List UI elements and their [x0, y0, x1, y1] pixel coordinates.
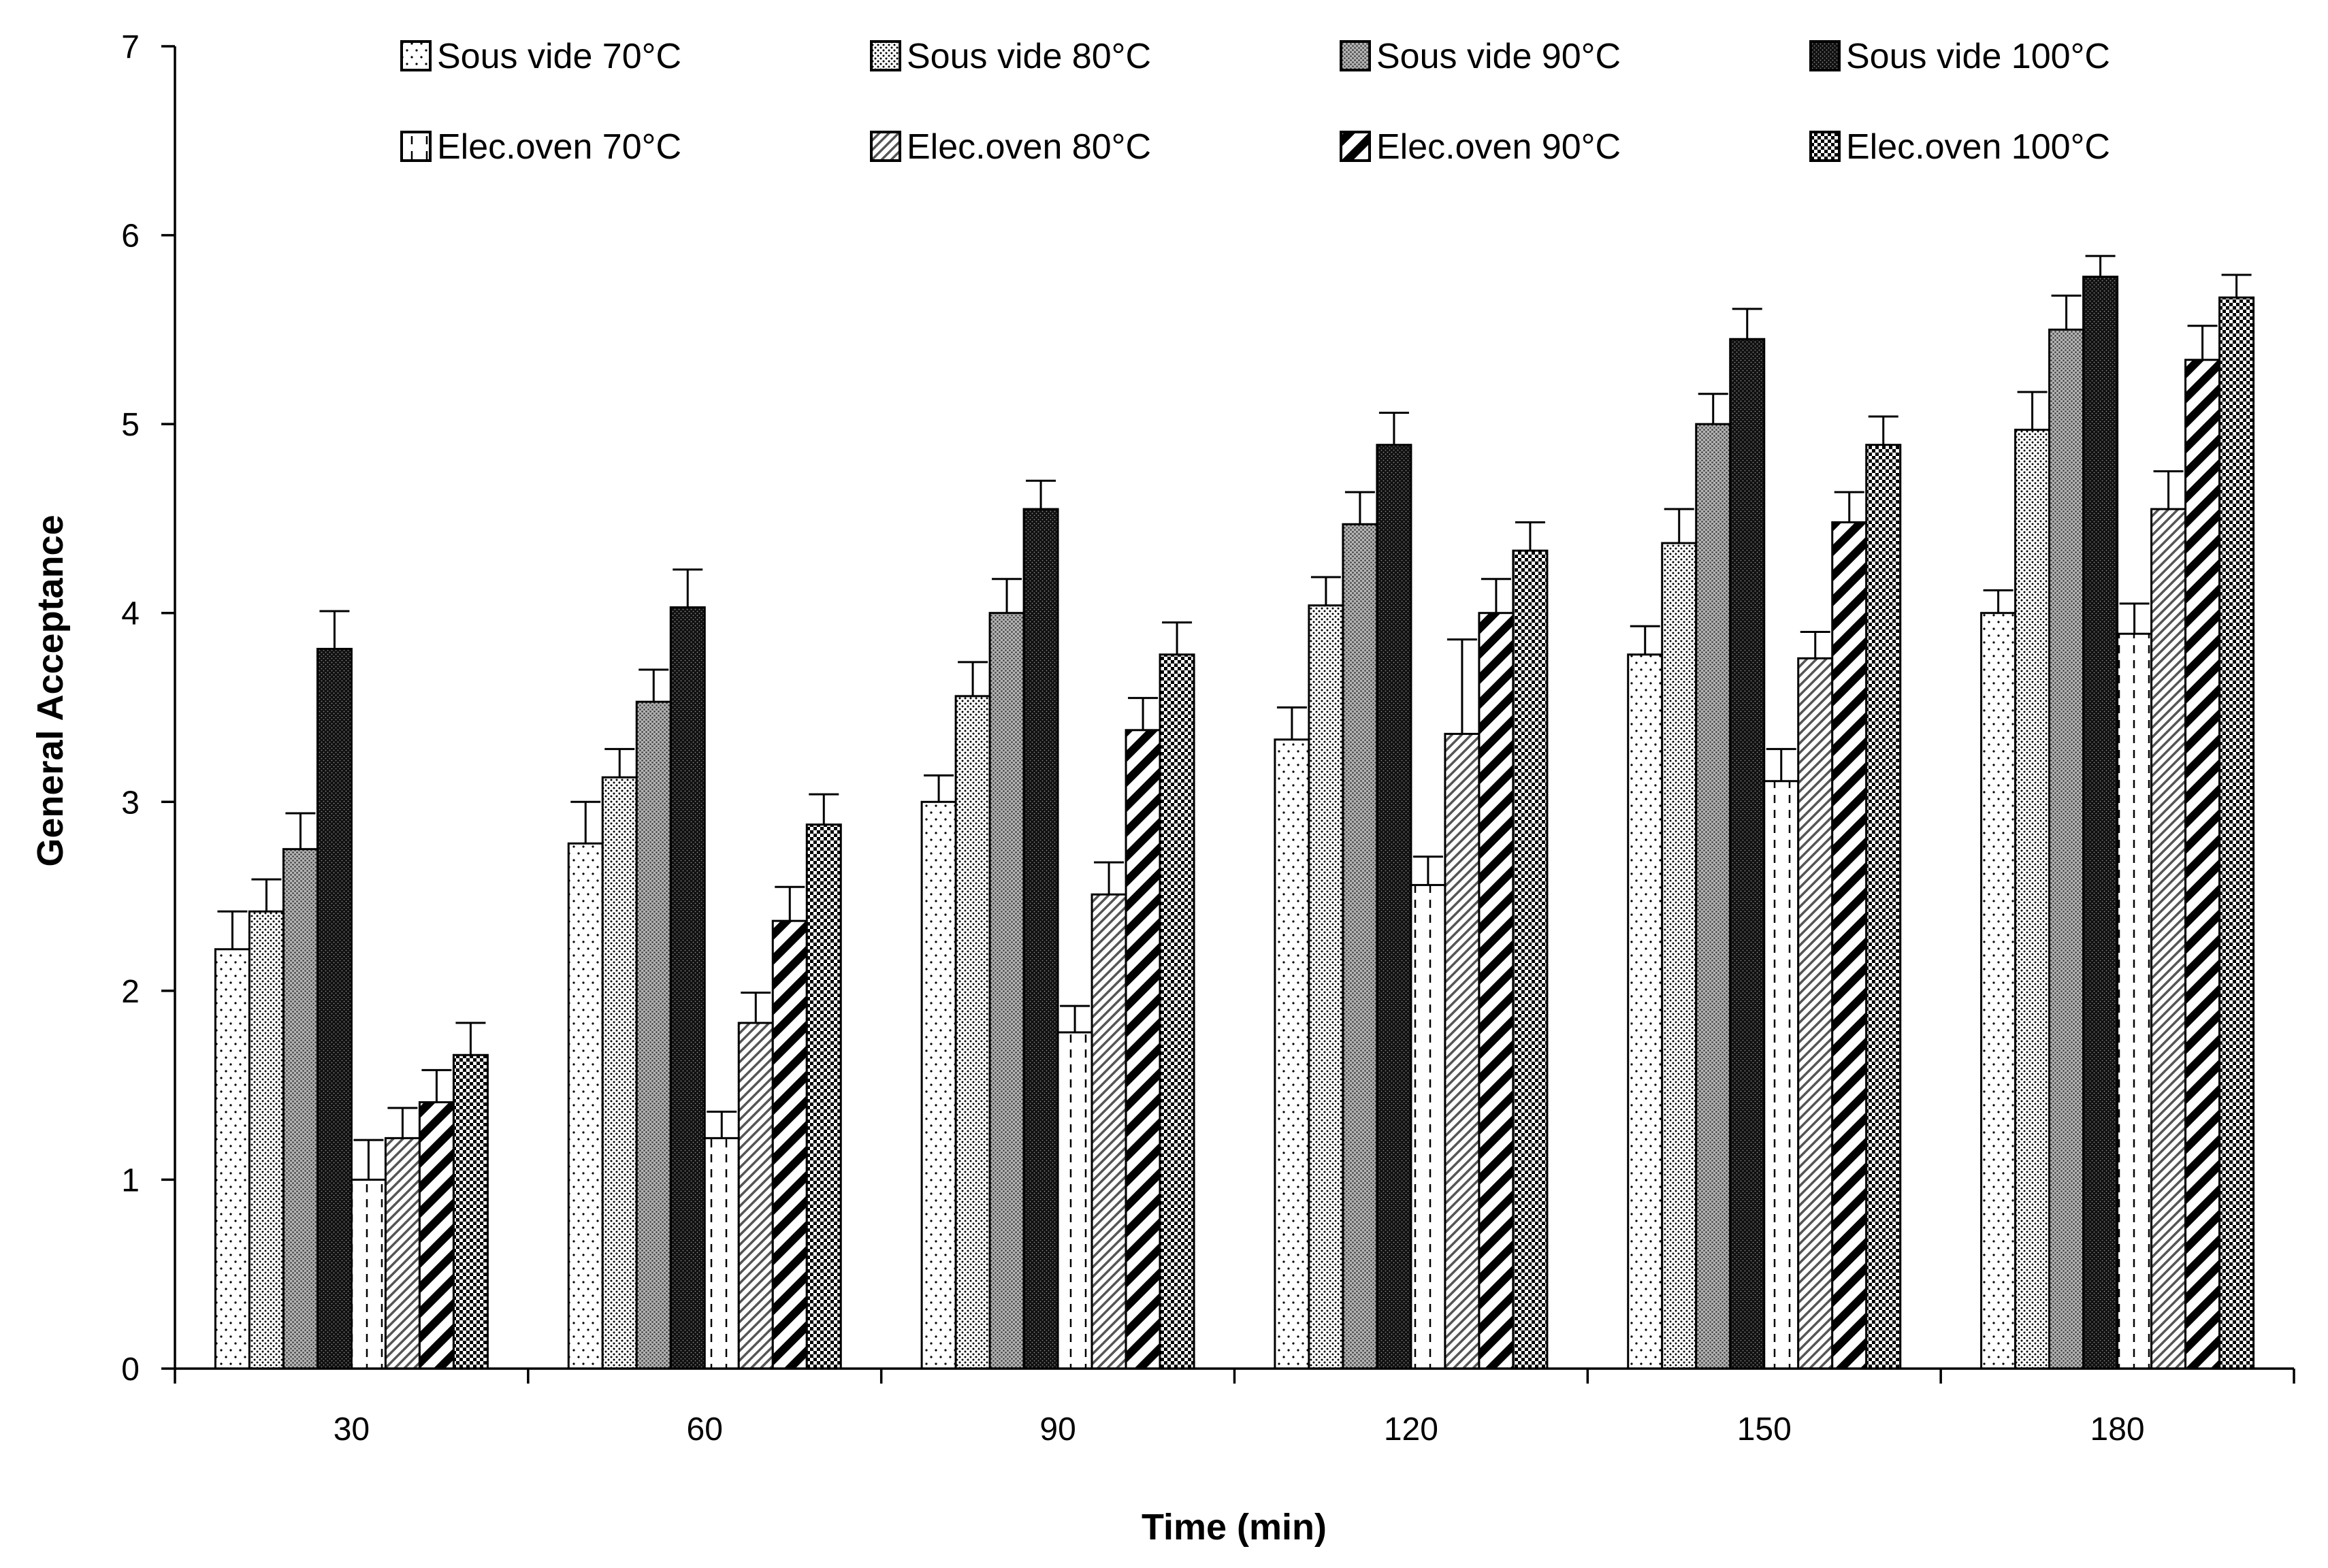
bar: [1695, 423, 1732, 1370]
x-tick-label: 90: [1039, 1411, 1076, 1448]
legend-label: Elec.oven 90°C: [1376, 127, 1621, 167]
bar: [1410, 883, 1446, 1370]
legend-swatch: [870, 131, 901, 162]
bar: [1376, 444, 1412, 1370]
bar: [1274, 738, 1310, 1370]
bar: [282, 848, 319, 1370]
bar: [1056, 1031, 1093, 1370]
bar: [1627, 653, 1664, 1370]
y-tick-label: 7: [121, 29, 140, 65]
bar: [954, 695, 991, 1370]
bar: [635, 700, 672, 1370]
legend-label: Sous vide 70°C: [437, 37, 681, 76]
x-tick-label: 180: [2090, 1411, 2145, 1448]
x-tick-label: 120: [1384, 1411, 1438, 1448]
bar: [737, 1022, 774, 1370]
y-tick-label: 6: [121, 218, 140, 255]
legend-swatch: [1809, 40, 1841, 71]
bars-layer: [214, 255, 2255, 1370]
bar: [418, 1101, 455, 1370]
bar: [2184, 359, 2221, 1370]
y-tick-label: 1: [121, 1162, 140, 1198]
bar: [1125, 729, 1161, 1370]
bar: [2150, 508, 2187, 1370]
legend-swatch: [870, 40, 901, 71]
bar: [1831, 521, 1868, 1370]
bar: [1444, 732, 1481, 1370]
y-tick-label: 3: [121, 785, 140, 821]
bar: [1661, 542, 1698, 1370]
bar: [384, 1137, 421, 1370]
legend-swatch: [1340, 131, 1371, 162]
bar: [703, 1137, 740, 1370]
bar: [1980, 612, 2017, 1370]
bar: [452, 1054, 489, 1370]
x-tick-label: 30: [334, 1411, 370, 1448]
bar: [316, 647, 353, 1370]
legend-swatch: [400, 40, 432, 71]
bar: [1729, 338, 1766, 1370]
x-tick-label: 60: [687, 1411, 723, 1448]
legend-label: Sous vide 100°C: [1846, 37, 2110, 76]
bar: [1090, 893, 1127, 1370]
bar: [1342, 523, 1378, 1370]
bar: [1763, 780, 1800, 1370]
legend-label: Elec.oven 80°C: [907, 127, 1151, 167]
bar: [2082, 276, 2119, 1370]
legend-label: Sous vide 80°C: [907, 37, 1151, 76]
axes-layer: 0 1 2 3 4 5 6 7 30 60 90 120 150 180: [121, 29, 2295, 1448]
legend-label: Elec.oven 70°C: [437, 127, 681, 167]
bar: [214, 948, 250, 1370]
bar: [2218, 296, 2255, 1370]
bar: [601, 776, 638, 1370]
y-tick-label: 4: [121, 596, 140, 632]
bar: [1478, 612, 1515, 1370]
legend-swatch: [400, 131, 432, 162]
y-tick-label: 5: [121, 407, 140, 443]
bar: [1512, 549, 1549, 1370]
bar: [1865, 444, 1902, 1370]
bar: [350, 1178, 387, 1370]
legend-swatch: [1809, 131, 1841, 162]
bar: [1797, 657, 1834, 1370]
bar: [805, 823, 842, 1370]
bar: [2048, 328, 2085, 1370]
legend-label: Elec.oven 100°C: [1846, 127, 2110, 167]
y-tick-label: 2: [121, 974, 140, 1010]
bar: [920, 800, 957, 1370]
y-tick-label: 0: [121, 1352, 140, 1388]
bar: [2014, 428, 2051, 1370]
bar: [1308, 604, 1344, 1370]
bar: [567, 842, 604, 1370]
bar: [248, 910, 285, 1370]
bar: [771, 919, 808, 1370]
bar: [988, 612, 1025, 1370]
bar: [669, 606, 706, 1370]
x-axis-title: Time (min): [1142, 1507, 1327, 1548]
legend-label: Sous vide 90°C: [1376, 37, 1621, 76]
bar: [2116, 632, 2153, 1370]
legend: Sous vide 70°C Sous vide 80°C Sous vide 90…: [400, 37, 2110, 167]
y-axis-title: General Acceptance: [30, 514, 71, 866]
bar: [1159, 653, 1195, 1370]
x-tick-label: 150: [1737, 1411, 1792, 1448]
bar: [1022, 508, 1059, 1370]
legend-swatch: [1340, 40, 1371, 71]
